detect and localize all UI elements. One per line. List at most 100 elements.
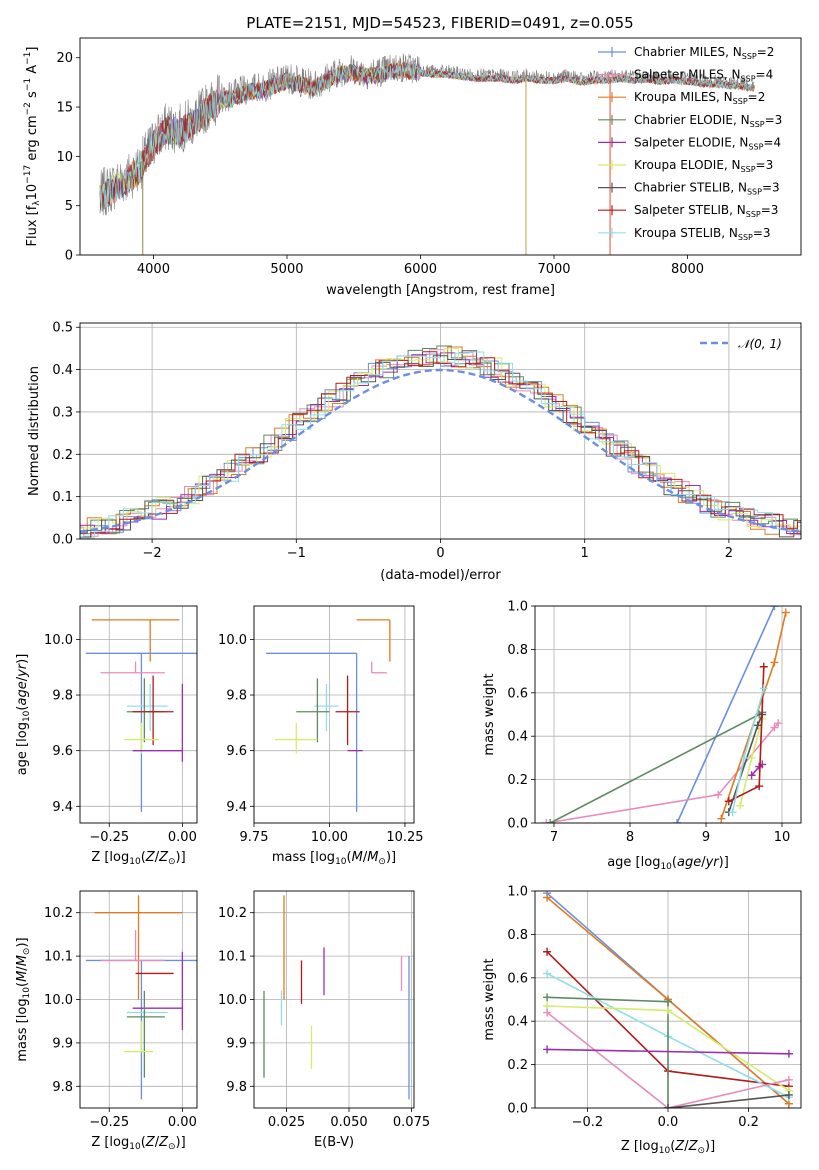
label-part: =4	[763, 135, 781, 149]
y-tick-label: 0.5	[52, 321, 73, 336]
weight-point-marker	[664, 1006, 672, 1015]
y-tick-label: 0.8	[507, 928, 528, 943]
label-part: =3	[762, 181, 780, 195]
y-axis-label: mass [log10(M/M⊙)]	[15, 937, 32, 1061]
weight-series-line	[667, 1094, 789, 1108]
x-tick-label: 8000	[671, 262, 704, 277]
residuals-x-axis-label: (data-model)/error	[380, 568, 501, 583]
x-tick-label: 0.075	[393, 1115, 430, 1130]
y-tick-label: 1.0	[507, 600, 528, 615]
legend-entry-label: Salpeter MILES, NSSP=4	[634, 68, 773, 84]
label-part: Kroupa STELIB, N	[634, 226, 738, 240]
label-part: −1	[23, 52, 33, 65]
label-part: 10	[660, 862, 672, 872]
label-part: (	[347, 850, 352, 865]
label-part: )]	[176, 1135, 186, 1150]
label-part: M	[15, 955, 30, 966]
label-part: Z	[145, 1135, 156, 1150]
label-part: =3	[753, 226, 771, 240]
x-tick-label: 0.00	[168, 1115, 197, 1130]
legend-entry-label: 𝒩(0, 1)	[738, 337, 782, 351]
y-tick-label: 10.0	[218, 633, 247, 648]
x-axis-label: mass [log10(M/M⊙)]	[272, 850, 396, 867]
x-tick-label: 0.0	[658, 1115, 679, 1130]
weight-vs-metallicity-panel: −0.2 0.0 0.20.00.20.40.60.81.0Z [log10(Z/Z…	[482, 885, 802, 1156]
normal-reference-curve	[80, 368, 801, 533]
y-tick-label: 9.8	[52, 1080, 73, 1095]
label-part: SSP	[748, 142, 763, 151]
label-part: mass [log	[272, 850, 335, 865]
residual-histogram-line	[80, 351, 801, 539]
residuals-y-axis-label: Normed distribution	[27, 366, 42, 496]
y-tick-label: 20	[56, 51, 73, 66]
x-tick-label: 0.00	[168, 830, 197, 845]
label-part: )]	[15, 654, 30, 664]
weight-point-marker	[784, 1049, 793, 1058]
label-part: (	[141, 1135, 146, 1150]
legend-entry-label: Chabrier MILES, NSSP=2	[634, 45, 774, 61]
weight-point-marker	[759, 662, 768, 671]
label-part: )]	[705, 1139, 715, 1154]
label-part: Z [log	[91, 850, 129, 865]
label-part: age [log	[607, 855, 660, 870]
weight-point-marker	[781, 608, 790, 617]
label-part: yr	[15, 662, 30, 678]
label-part: =3	[756, 158, 774, 172]
mass-vs-ebv-panel: 0.025 0.050 0.075 9.8 9.9 10.0 10.1 10.2 E(B-V)	[218, 890, 430, 1150]
y-tick-label: 9.4	[52, 800, 73, 815]
label-part: SSP	[750, 120, 765, 129]
label-part: =3	[761, 203, 779, 217]
y-tick-label: 10.1	[218, 950, 247, 965]
weight-series-line	[546, 1011, 790, 1108]
y-tick-label: 15	[56, 101, 73, 116]
x-axis-label: Z [log10(Z/Z⊙)]	[91, 850, 185, 867]
y-tick-label: 0.8	[507, 643, 528, 658]
label-part: (	[141, 850, 146, 865]
label-part: 10	[22, 710, 32, 722]
x-tick-label: −2	[143, 546, 162, 561]
y-tick-label: 5	[65, 199, 73, 214]
weight-point-marker	[774, 719, 783, 728]
plot-area	[542, 606, 790, 823]
axes-frame	[79, 322, 802, 540]
y-tick-label: 10.2	[218, 906, 247, 921]
weight-point-marker	[543, 893, 552, 902]
weight-point-marker	[728, 808, 737, 817]
weight-point-marker	[714, 790, 723, 799]
label-part: Chabrier MILES, N	[634, 45, 742, 59]
y-tick-label: 10.0	[44, 633, 73, 648]
x-axis-label: Z [log10(Z/Z⊙)]	[621, 1139, 715, 1156]
label-part: Z	[158, 850, 169, 865]
axes-frame	[253, 890, 415, 1109]
spectrum-legend: Chabrier MILES, NSSP=2 Salpeter MILES, NS…	[598, 45, 782, 242]
weight-point-marker	[543, 1045, 552, 1054]
label-part: Z	[688, 1139, 699, 1154]
label-part: ⊙	[697, 1146, 705, 1156]
label-part: =4	[756, 68, 774, 82]
label-part: age	[15, 681, 30, 705]
label-part: ⊙	[22, 948, 32, 956]
label-part: SSP	[741, 165, 756, 174]
label-part: /	[15, 966, 30, 971]
weight-point-marker	[543, 993, 552, 1002]
x-tick-label: 10.00	[311, 830, 348, 845]
label-part: )]	[386, 850, 396, 865]
weight-point-marker	[543, 969, 552, 978]
x-tick-label: 2	[725, 546, 733, 561]
y-tick-label: 9.8	[226, 1080, 247, 1095]
weight-point-marker	[546, 819, 555, 823]
y-tick-label: 10.0	[218, 993, 247, 1008]
label-part: )]	[15, 937, 30, 947]
plot-area	[266, 619, 391, 812]
label-part: −2	[23, 102, 33, 115]
label-part: M	[367, 850, 378, 865]
label-part: yr	[705, 855, 721, 870]
weight-series-line	[676, 606, 776, 823]
label-part: 10	[22, 987, 32, 999]
label-part: 10	[659, 1146, 671, 1156]
y-tick-label: 0.4	[507, 1015, 528, 1030]
y-axis-label: mass weight	[482, 958, 497, 1040]
y-tick-label: 9.9	[52, 1036, 73, 1051]
y-tick-label: 9.6	[52, 744, 73, 759]
